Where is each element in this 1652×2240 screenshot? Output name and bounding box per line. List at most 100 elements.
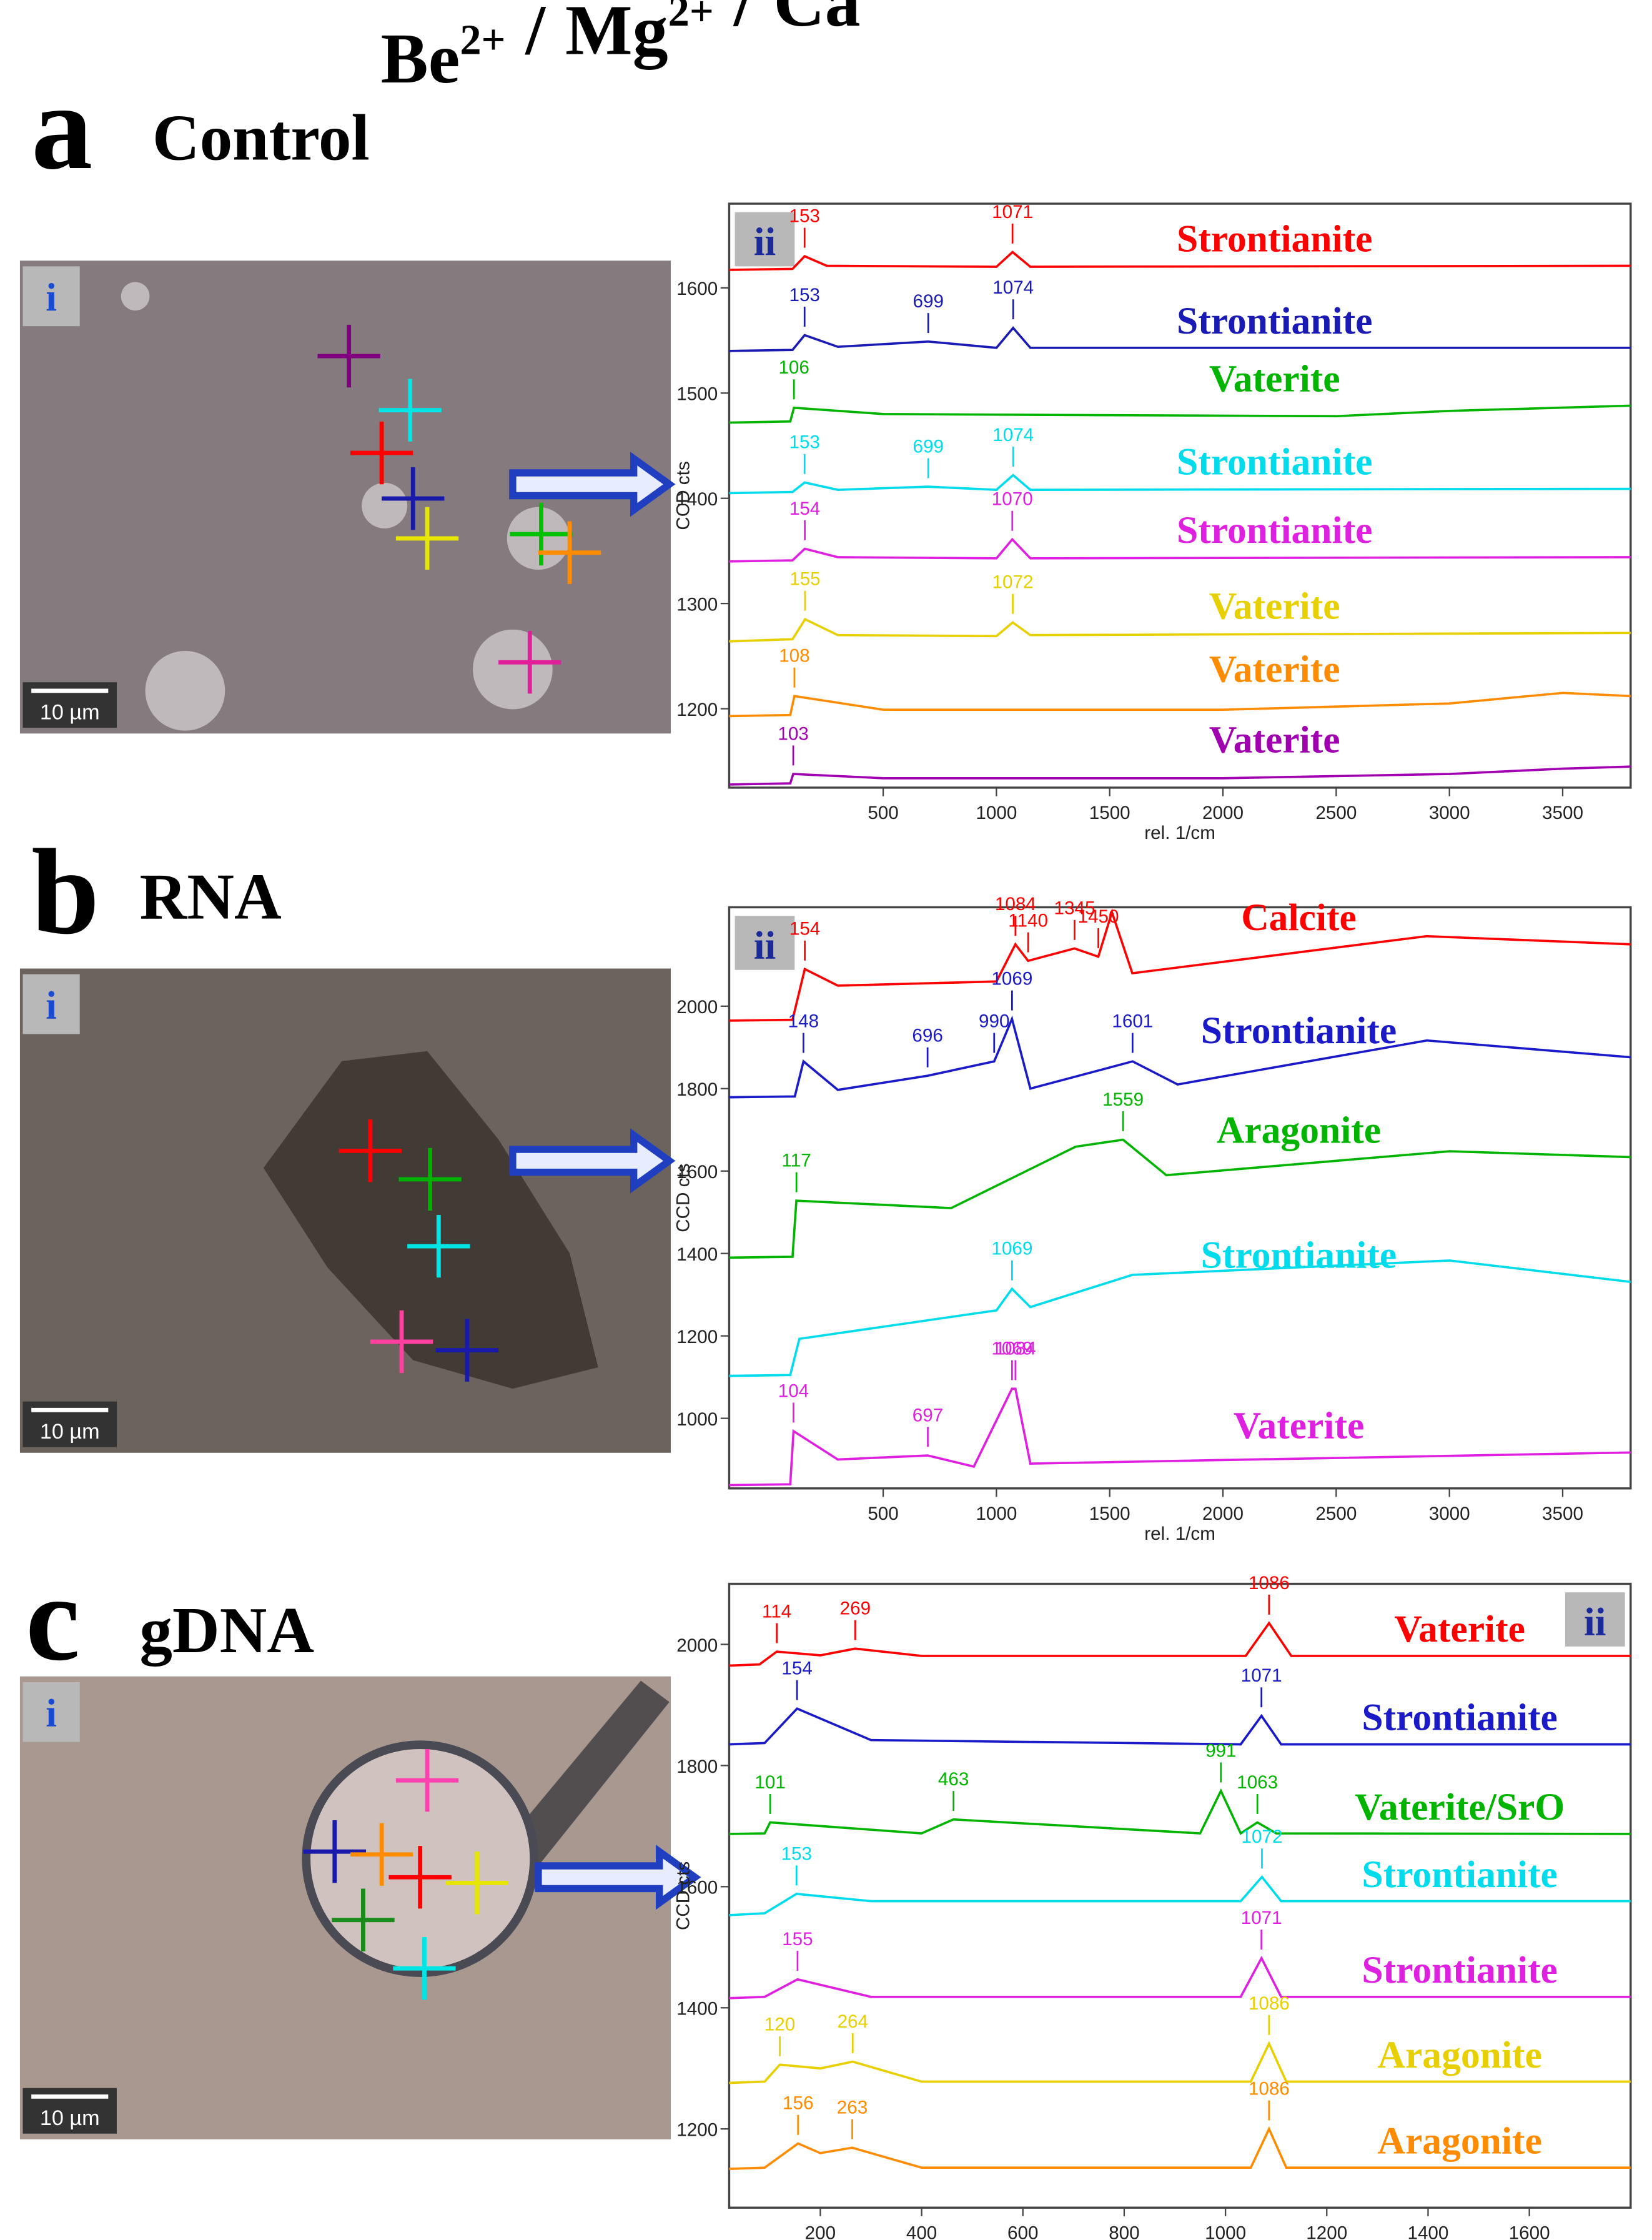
plot-frame: [728, 906, 1632, 1490]
y-tick-label: 1800: [676, 1079, 718, 1100]
y-tick-label: 1200: [676, 700, 718, 720]
image-label: i: [46, 983, 57, 1027]
peak-label: 696: [912, 1026, 942, 1046]
series-label: Strontianite: [1177, 218, 1372, 260]
peak-label: 1086: [1249, 1993, 1290, 2014]
peak-label: 1074: [992, 425, 1034, 445]
peak-label: 153: [781, 1843, 812, 1864]
peak-label: 269: [840, 1598, 871, 1619]
series-label: Strontianite: [1201, 1009, 1397, 1052]
peak-label: 463: [938, 1769, 969, 1790]
spectrum-line: [729, 2041, 1631, 2084]
peak-label: 153: [789, 285, 819, 305]
series-label: Aragonite: [1378, 2119, 1542, 2162]
series-label: Vaterite: [1209, 648, 1340, 691]
spectrum-line: [729, 618, 1631, 643]
peak-label: 1559: [1102, 1089, 1144, 1110]
x-tick-label: 2500: [1315, 1504, 1357, 1524]
arrow: [509, 452, 676, 517]
peak-label: 1070: [992, 489, 1033, 510]
peak-label: 155: [789, 569, 820, 590]
peak-label: 991: [1205, 1740, 1236, 1761]
panel-title: gDNA: [139, 1594, 314, 1667]
peak-label: 1072: [992, 572, 1034, 593]
series-label: Vaterite: [1234, 1405, 1365, 1447]
peak-label: 1063: [1237, 1772, 1278, 1793]
series-label: Strontianite: [1362, 1697, 1557, 1739]
series-label: Vaterite: [1209, 718, 1340, 761]
title-separator: /: [733, 0, 754, 41]
panel-letter: c: [26, 1550, 80, 1686]
peak-label: 1601: [1112, 1011, 1153, 1031]
chart-label: ii: [754, 923, 776, 968]
y-tick-label: 1600: [676, 1878, 718, 1898]
x-axis-label: rel. 1/cm: [1144, 1524, 1215, 1544]
scale-bar-label: 10 µm: [40, 700, 100, 724]
ion-symbol: Ba: [966, 0, 1049, 12]
peak-label: 1086: [1249, 1573, 1290, 1593]
panel-title: RNA: [139, 861, 281, 933]
peak-label: 1071: [992, 202, 1033, 222]
image-label-box: [22, 266, 80, 327]
peak-label: 1069: [991, 969, 1032, 989]
peak-label: 990: [979, 1011, 1009, 1031]
series-label: Strontianite: [1177, 300, 1372, 342]
x-tick-label: 3500: [1542, 803, 1583, 823]
spectrum-line: [729, 1138, 1631, 1259]
y-tick-label: 1000: [676, 1409, 718, 1430]
ion-symbol: Ca: [773, 0, 860, 41]
peak-label: 699: [913, 291, 943, 312]
series-label: Vaterite/SrO: [1355, 1786, 1565, 1828]
x-tick-label: 1000: [1205, 2223, 1246, 2240]
spectrum-line: [729, 1621, 1631, 1667]
spectrum-line: [729, 691, 1631, 718]
x-tick-label: 3000: [1429, 1504, 1470, 1524]
x-tick-label: 3000: [1429, 803, 1470, 823]
peak-label: 117: [782, 1151, 811, 1171]
arrow: [509, 1128, 676, 1194]
spectrum-line: [729, 1015, 1631, 1099]
series-label: Strontianite: [1177, 509, 1372, 552]
x-tick-label: 200: [805, 2223, 836, 2240]
x-tick-label: 1200: [1306, 2223, 1347, 2240]
y-axis-label: CCD cts: [673, 1861, 694, 1930]
peak-label: 1345: [1054, 898, 1096, 919]
peak-label: 264: [838, 2011, 868, 2032]
series-label: Vaterite: [1209, 358, 1340, 400]
image-label: i: [46, 275, 57, 319]
series-label: Aragonite: [1378, 2034, 1542, 2076]
scale-bar-label: 10 µm: [40, 2106, 100, 2130]
image-label-box: [22, 1682, 80, 1742]
y-tick-label: 1200: [676, 2120, 718, 2141]
peak-label: 108: [779, 646, 809, 667]
peak-label: 114: [762, 1601, 791, 1622]
spectrum-line: [729, 1707, 1631, 1746]
crystal: [473, 629, 553, 710]
spectrum-line: [729, 2126, 1631, 2171]
series-label: Calcite: [1241, 896, 1357, 939]
ion-symbol: Mg: [565, 0, 668, 70]
y-tick-label: 1400: [676, 1999, 718, 2019]
crystal-aggregate: [263, 1051, 598, 1389]
title-separator: /: [524, 0, 546, 70]
scale-bar-label: 10 µm: [40, 1420, 100, 1444]
ion-charge: 2+: [861, 0, 906, 6]
y-tick-label: 1400: [676, 489, 718, 510]
chart-label-box: [734, 212, 795, 267]
ion-symbol: Be: [381, 19, 460, 98]
series-label: Strontianite: [1177, 441, 1372, 483]
y-tick-label: 1200: [676, 1327, 718, 1347]
y-tick-label: 1500: [676, 384, 718, 405]
peak-label: 148: [788, 1011, 819, 1031]
crystal: [121, 282, 150, 311]
chart-label-box: [734, 916, 795, 970]
peak-label: 153: [789, 206, 819, 227]
x-tick-label: 400: [906, 2223, 937, 2240]
peak-label: 106: [778, 357, 809, 378]
peak-label: 154: [781, 1658, 812, 1679]
x-tick-label: 500: [868, 1504, 898, 1524]
x-tick-label: 1500: [1089, 1504, 1130, 1524]
spectrum-line: [729, 404, 1631, 424]
image-label: i: [46, 1691, 57, 1735]
